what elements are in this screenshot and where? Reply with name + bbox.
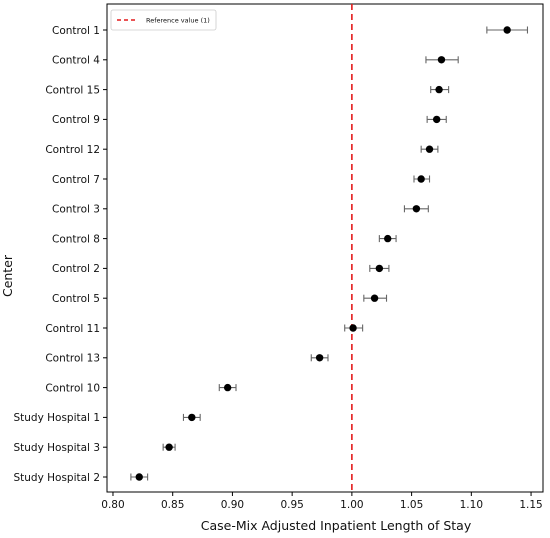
data-point bbox=[417, 175, 425, 183]
x-tick-label: 0.85 bbox=[161, 499, 184, 511]
data-point bbox=[370, 294, 379, 302]
y-tick-label: Control 8 bbox=[52, 233, 100, 245]
x-tick-label: 1.05 bbox=[400, 499, 423, 511]
y-tick-label: Control 10 bbox=[45, 382, 100, 394]
x-axis: 0.80 0.85 0.90 0.95 1.00 1.05 1.10 1.15 bbox=[101, 492, 543, 511]
y-tick-label: Control 3 bbox=[52, 204, 100, 216]
legend-label: Reference value (1) bbox=[146, 17, 210, 25]
data-point bbox=[425, 145, 434, 153]
x-axis-title: Case-Mix Adjusted Inpatient Length of St… bbox=[201, 518, 472, 533]
data-point bbox=[135, 473, 143, 481]
x-tick-label: 1.00 bbox=[340, 499, 363, 511]
x-tick-label: 0.80 bbox=[101, 499, 124, 511]
y-tick-label: Control 5 bbox=[52, 293, 100, 305]
y-tick-label: Study Hospital 2 bbox=[13, 472, 100, 484]
y-tick-label: Control 13 bbox=[45, 353, 100, 365]
legend: Reference value (1) bbox=[110, 9, 217, 31]
data-point bbox=[375, 264, 384, 273]
y-tick-label: Control 1 bbox=[52, 25, 100, 37]
data-point bbox=[412, 205, 421, 213]
data-points bbox=[135, 26, 511, 481]
y-tick-label: Study Hospital 1 bbox=[13, 412, 100, 424]
data-point bbox=[384, 234, 392, 243]
x-tick-label: 1.10 bbox=[460, 499, 483, 511]
y-axis-title: Center bbox=[0, 254, 15, 297]
data-point bbox=[435, 85, 443, 94]
y-tick-label: Study Hospital 3 bbox=[13, 442, 100, 454]
data-point bbox=[432, 115, 441, 124]
y-axis: Control 1 Control 4 Control 15 Control 9 Con… bbox=[13, 25, 107, 484]
data-point bbox=[437, 56, 446, 64]
plot-area bbox=[106, 3, 544, 493]
y-tick-label: Control 11 bbox=[45, 323, 100, 335]
data-point bbox=[503, 26, 511, 34]
data-point bbox=[188, 413, 196, 422]
data-point bbox=[223, 383, 232, 392]
y-tick-label: Control 7 bbox=[52, 174, 100, 186]
x-tick-label: 0.95 bbox=[280, 499, 303, 511]
legend-box bbox=[110, 9, 217, 31]
y-tick-label: Control 9 bbox=[52, 114, 100, 126]
data-point bbox=[315, 354, 324, 362]
data-point bbox=[165, 443, 173, 451]
x-tick-label: 0.90 bbox=[221, 499, 244, 511]
y-tick-label: Control 4 bbox=[52, 55, 100, 67]
y-tick-label: Control 12 bbox=[45, 144, 100, 156]
y-tick-label: Control 15 bbox=[45, 84, 100, 96]
x-tick-label: 1.15 bbox=[519, 499, 542, 511]
data-point bbox=[349, 324, 357, 332]
y-tick-label: Control 2 bbox=[52, 263, 100, 275]
